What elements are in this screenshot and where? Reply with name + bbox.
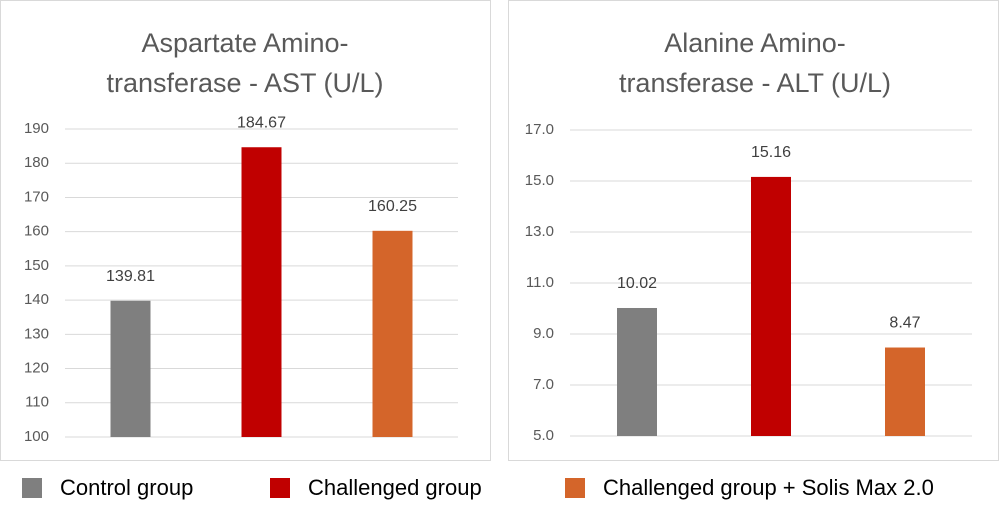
y-tick-label: 150: [24, 257, 49, 274]
y-tick-label: 9.0: [533, 325, 554, 342]
value-label: 184.67: [237, 114, 286, 131]
bar: [241, 147, 282, 437]
bar: [110, 300, 151, 437]
chart-title: Aspartate Amino-: [141, 28, 348, 58]
value-label: 8.47: [889, 315, 920, 332]
y-tick-label: 120: [24, 360, 49, 377]
legend-swatch: [22, 478, 42, 498]
legend-label: Control group: [60, 475, 193, 500]
legend-label: Challenged group + Solis Max 2.0: [603, 475, 934, 500]
legend-swatch: [270, 478, 290, 498]
bar: [372, 230, 413, 437]
legend-swatch: [565, 478, 585, 498]
y-tick-label: 160: [24, 223, 49, 240]
value-label: 15.16: [751, 144, 791, 161]
y-tick-label: 110: [25, 394, 49, 411]
bar: [885, 347, 925, 436]
y-tick-label: 100: [24, 428, 49, 445]
legend-label: Challenged group: [308, 475, 482, 500]
y-tick-label: 130: [24, 325, 49, 342]
chart-title: transferase - ALT (U/L): [619, 68, 891, 98]
y-tick-label: 170: [24, 188, 49, 205]
y-tick-label: 17.0: [525, 121, 554, 138]
chart-title: Alanine Amino-: [664, 28, 846, 58]
y-tick-label: 7.0: [533, 376, 554, 393]
value-label: 139.81: [106, 268, 155, 285]
y-tick-label: 13.0: [525, 223, 554, 240]
bar: [751, 176, 791, 437]
y-tick-label: 180: [24, 154, 49, 171]
y-tick-label: 15.0: [525, 172, 554, 189]
chart-title: transferase - AST (U/L): [106, 68, 383, 98]
bar: [617, 307, 657, 436]
y-tick-label: 11.0: [526, 274, 554, 291]
value-label: 160.25: [368, 198, 417, 215]
y-tick-label: 5.0: [533, 427, 554, 444]
y-tick-label: 190: [24, 120, 49, 137]
value-label: 10.02: [617, 275, 657, 292]
y-tick-label: 140: [24, 291, 49, 308]
